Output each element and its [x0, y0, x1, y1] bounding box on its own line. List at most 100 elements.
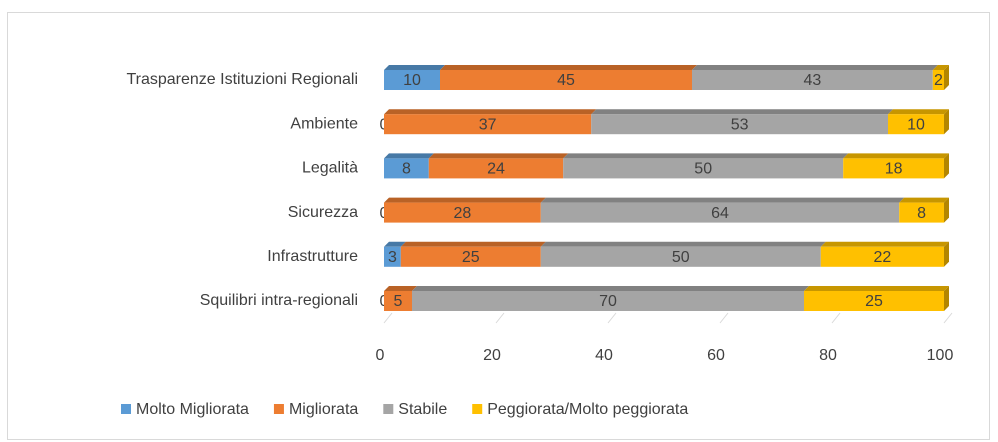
bar-side: [944, 153, 949, 179]
bar-segment: [384, 197, 546, 223]
bar: [804, 291, 944, 311]
bar-top: [400, 241, 546, 247]
x-tick-label: 80: [819, 347, 837, 364]
bar-top: [820, 241, 949, 247]
y-tick-label: Squilibri intra-regionali: [200, 292, 358, 309]
bar-top: [540, 241, 826, 247]
data-label: 5: [394, 293, 403, 310]
data-label: 37: [479, 116, 497, 133]
y-tick-label: Legalità: [302, 160, 358, 177]
bar-top: [932, 65, 949, 70]
bar-segment: [440, 65, 697, 90]
bar: [932, 70, 944, 90]
bar: [384, 202, 541, 223]
data-label: 25: [865, 293, 883, 310]
bar-top: [899, 197, 949, 203]
bar-top: [843, 153, 949, 159]
bar: [820, 246, 944, 267]
bar: [384, 114, 592, 135]
legend-label: Migliorata: [289, 401, 358, 418]
bar-segment: [563, 153, 849, 179]
bar-top: [384, 286, 417, 291]
data-label: 45: [557, 72, 575, 89]
bar-segment: [428, 153, 569, 179]
bar-segment: [820, 241, 949, 267]
bar-top: [384, 153, 434, 159]
bar-segment: [384, 286, 417, 311]
grid-tick: [719, 312, 729, 324]
y-tick-label: Ambiente: [290, 115, 358, 132]
bar: [384, 246, 401, 267]
bar-top: [384, 65, 445, 70]
data-label: 70: [599, 293, 617, 310]
bar: [540, 202, 900, 223]
data-label: 50: [694, 161, 712, 178]
bar-segment: [888, 109, 949, 135]
bar-segment: [932, 65, 949, 90]
y-tick-label: Trasparenze Istituzioni Regionali: [126, 71, 358, 88]
x-tick-label: 100: [927, 347, 954, 364]
bar-side: [944, 286, 949, 311]
bar-segment: [591, 109, 893, 135]
bar: [384, 70, 440, 90]
legend-swatch: [121, 404, 131, 414]
bar-top: [540, 197, 905, 203]
bar-top: [428, 153, 569, 159]
bar-segment: [540, 197, 905, 223]
bar: [692, 70, 933, 90]
bar-top: [888, 109, 949, 115]
bar: [899, 202, 944, 223]
bar: [412, 291, 804, 311]
bar-side: [944, 65, 949, 90]
bar-top: [384, 197, 546, 203]
data-label: 28: [454, 205, 472, 222]
legend-swatch: [383, 404, 394, 414]
bar-segment: [540, 241, 826, 267]
data-label: 3: [388, 249, 397, 266]
data-label: 10: [907, 116, 925, 133]
legend-label: Molto Migliorata: [136, 401, 249, 418]
bar: [400, 246, 541, 267]
grid-tick: [607, 312, 617, 324]
bar-segment: [843, 153, 949, 179]
bar-segment: [384, 241, 406, 267]
data-label: 2: [934, 72, 943, 89]
bar-top: [412, 286, 809, 291]
bar-top: [384, 241, 406, 247]
bar-top: [440, 65, 697, 70]
bar: [384, 291, 412, 311]
data-label: 10: [403, 72, 421, 89]
bar-top: [384, 109, 597, 115]
bar-top: [563, 153, 849, 159]
bar: [428, 158, 564, 179]
bar-top: [692, 65, 938, 70]
bar: [591, 114, 888, 135]
legend-swatch: [472, 404, 483, 414]
data-label: 18: [885, 161, 903, 178]
bar-segment: [412, 286, 809, 311]
x-tick-label: 20: [483, 347, 501, 364]
data-label: 24: [487, 161, 505, 178]
y-tick-label: Infrastrutture: [267, 248, 358, 265]
bar: [440, 70, 692, 90]
bar-side: [944, 197, 949, 223]
data-label: 8: [917, 205, 926, 222]
data-label: 25: [462, 249, 480, 266]
data-label: 64: [711, 205, 729, 222]
legend-label: Peggiorata/Molto peggiorata: [487, 401, 688, 418]
legend-label: Stabile: [398, 401, 447, 418]
bar-segment: [400, 241, 546, 267]
bar-segment: [804, 286, 949, 311]
bar: [843, 158, 944, 179]
bar-top: [804, 286, 949, 291]
bar: [563, 158, 844, 179]
bar-side: [944, 109, 949, 135]
data-label: 53: [731, 116, 749, 133]
legend-swatch: [273, 404, 284, 414]
data-label: 50: [672, 249, 690, 266]
bar: [384, 158, 429, 179]
data-label: 43: [804, 72, 822, 89]
bar-segment: [899, 197, 949, 223]
bar: [540, 246, 821, 267]
